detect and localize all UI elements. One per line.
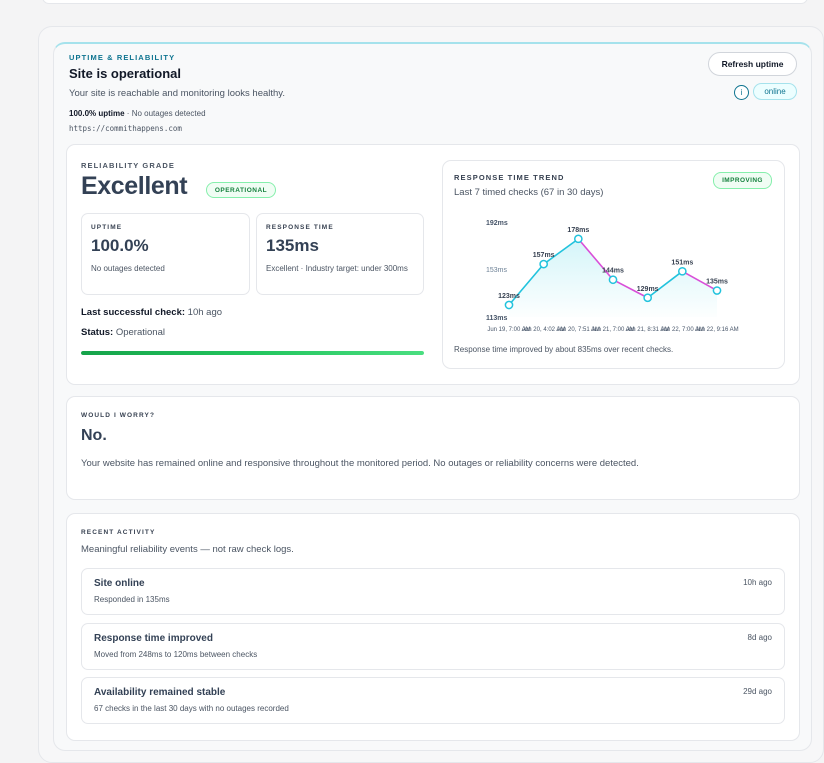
- status-label: Status:: [81, 327, 114, 338]
- last-check: Last successful check: 10h ago: [81, 307, 222, 318]
- x-tick-label: Jun 19, 7:00 AM: [487, 327, 530, 333]
- data-label: 129ms: [637, 286, 659, 293]
- series-line-segment: [647, 270, 683, 299]
- series-line-segment: [543, 238, 579, 265]
- x-tick-label: Jun 22, 9:16 AM: [695, 327, 738, 333]
- y-tick-label: 192ms: [486, 220, 508, 227]
- data-point[interactable]: [573, 234, 583, 244]
- series-line-segment: [508, 263, 545, 306]
- uptime-summary-strong: 100.0% uptime: [69, 109, 125, 118]
- activity-item-desc: Moved from 248ms to 120ms between checks: [94, 650, 258, 659]
- refresh-uptime-button[interactable]: Refresh uptime: [708, 52, 797, 76]
- uptime-metric-card: UPTIME 100.0% No outages detected: [81, 213, 250, 295]
- activity-item-desc: Responded in 135ms: [94, 595, 170, 604]
- activity-item: Site online Responded in 135ms 10h ago: [81, 568, 785, 615]
- activity-eyebrow: RECENT ACTIVITY: [81, 529, 156, 536]
- data-label: 144ms: [602, 268, 624, 275]
- data-point[interactable]: [712, 286, 722, 295]
- data-label: 178ms: [567, 227, 589, 234]
- grade-value: Excellent: [81, 172, 188, 200]
- y-tick-label: 113ms: [486, 315, 508, 322]
- status-line: Status: Operational: [81, 327, 165, 338]
- data-point[interactable]: [643, 293, 653, 303]
- activity-item-title: Response time improved: [94, 633, 213, 644]
- activity-item: Availability remained stable 67 checks i…: [81, 677, 785, 724]
- trend-subtitle: Last 7 timed checks (67 in 30 days): [454, 187, 604, 198]
- worry-card: [66, 396, 800, 500]
- previous-card-edge: [42, 0, 808, 4]
- uptime-metric-value: 100.0%: [91, 236, 149, 255]
- activity-item-time: 8d ago: [747, 633, 772, 642]
- data-point[interactable]: [608, 275, 618, 285]
- response-time-chart: 192ms 153ms 113ms 123ms 157ms 178ms 144ms 129ms…: [486, 220, 739, 333]
- trend-eyebrow: RESPONSE TIME TREND: [454, 173, 565, 182]
- uptime-progress-bar: [81, 351, 424, 355]
- uptime-metric-label: UPTIME: [91, 224, 123, 231]
- uptime-summary-rest: · No outages detected: [124, 109, 206, 118]
- y-tick-label: 153ms: [486, 267, 508, 274]
- series-area: [509, 238, 717, 317]
- uptime-metric-note: No outages detected: [91, 264, 165, 273]
- trend-note: Response time improved by about 835ms ov…: [454, 345, 674, 354]
- status-value: Operational: [113, 327, 165, 338]
- data-point[interactable]: [539, 259, 549, 269]
- activity-item-desc: 67 checks in the last 30 days with no ou…: [94, 704, 289, 713]
- data-label: 157ms: [533, 252, 555, 259]
- uptime-progress-fill: [81, 351, 424, 355]
- page-subtitle: Your site is reachable and monitoring lo…: [69, 88, 285, 99]
- series-line-segment: [612, 279, 649, 299]
- x-tick-label: Jun 21, 8:31 AM: [626, 327, 669, 333]
- monitored-url: https://commithappens.com: [69, 124, 182, 133]
- data-point[interactable]: [677, 266, 687, 276]
- data-label: 123ms: [498, 293, 520, 300]
- response-metric-card: RESPONSE TIME 135ms Excellent · Industry…: [256, 213, 424, 295]
- data-label: 151ms: [671, 259, 693, 266]
- response-metric-value: 135ms: [266, 236, 319, 255]
- x-tick-label: Jun 20, 7:51 AM: [557, 327, 600, 333]
- uptime-summary: 100.0% uptime · No outages detected: [69, 109, 206, 118]
- worry-body: Your website has remained online and res…: [81, 458, 639, 469]
- activity-item-time: 29d ago: [743, 687, 772, 696]
- data-point[interactable]: [504, 300, 514, 310]
- response-metric-label: RESPONSE TIME: [266, 224, 334, 231]
- activity-item-title: Site online: [94, 578, 145, 589]
- response-trend-card: [442, 160, 785, 369]
- x-tick-label: Jun 21, 7:00 AM: [591, 327, 634, 333]
- worry-eyebrow: WOULD I WORRY?: [81, 412, 156, 419]
- last-check-value: 10h ago: [185, 307, 223, 318]
- info-icon[interactable]: i: [734, 85, 749, 100]
- series-line-segment: [681, 270, 718, 292]
- activity-item-title: Availability remained stable: [94, 687, 226, 698]
- status-badge: online: [753, 83, 797, 100]
- data-label: 135ms: [706, 279, 728, 286]
- response-metric-note: Excellent · Industry target: under 300ms: [266, 264, 408, 273]
- section-eyebrow: UPTIME & RELIABILITY: [69, 53, 176, 62]
- worry-answer: No.: [81, 427, 107, 444]
- series-line-segment: [577, 238, 614, 281]
- last-check-label: Last successful check:: [81, 307, 186, 318]
- x-tick-label: Jun 22, 7:00 AM: [661, 327, 704, 333]
- grade-eyebrow: RELIABILITY GRADE: [81, 161, 175, 170]
- activity-item: Response time improved Moved from 248ms …: [81, 623, 785, 670]
- improving-badge: IMPROVING: [713, 172, 772, 189]
- activity-subtitle: Meaningful reliability events — not raw …: [81, 544, 294, 555]
- page-title: Site is operational: [69, 66, 181, 81]
- x-tick-label: Jun 20, 4:02 AM: [522, 327, 565, 333]
- operational-badge: OPERATIONAL: [206, 182, 276, 198]
- activity-item-time: 10h ago: [743, 578, 772, 587]
